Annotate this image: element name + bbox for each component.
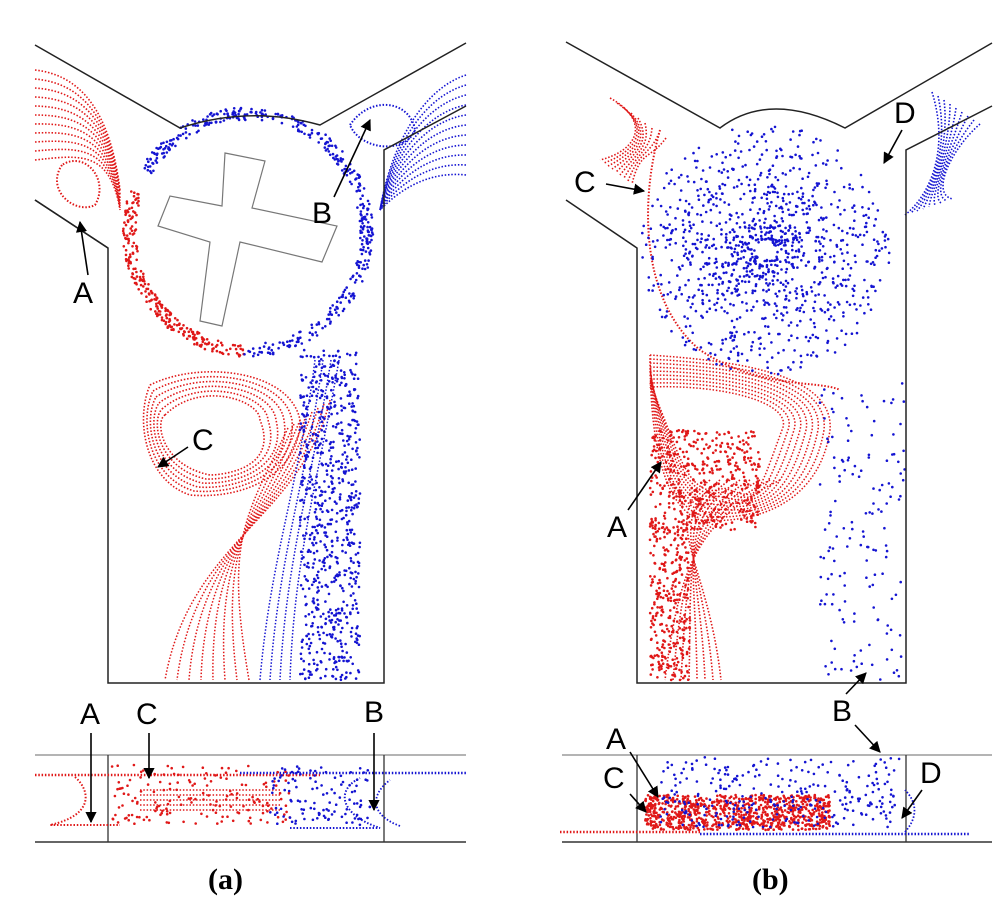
- panel-b: A B C D A C D (b): [560, 41, 993, 896]
- chamber-wall-b: [565, 41, 993, 684]
- blue-particles-b: [641, 91, 981, 681]
- stirrer-cross: [157, 152, 338, 327]
- label-c-main: C: [192, 424, 214, 457]
- side-particles-b: [560, 756, 970, 836]
- label-c-main-b: C: [574, 166, 596, 199]
- caption-a: (a): [208, 863, 243, 896]
- side-view-b: [560, 754, 992, 843]
- label-d-main-b: D: [894, 97, 916, 130]
- panel-a: A B C A C B (a): [34, 42, 467, 896]
- blue-particles-a: [143, 74, 467, 682]
- label-c-bottom: C: [136, 698, 158, 731]
- label-b-main-b: B: [832, 695, 852, 728]
- red-particles-a: [34, 69, 331, 681]
- side-view-a: [35, 754, 466, 843]
- label-d-bottom-b: D: [920, 757, 942, 790]
- side-particles-a: [35, 763, 466, 829]
- label-a-main: A: [73, 277, 93, 310]
- label-b-main: B: [312, 197, 332, 230]
- chamber-wall-a: [34, 42, 467, 684]
- label-c-bottom-b: C: [603, 762, 625, 795]
- label-a-bottom-b: A: [606, 723, 626, 756]
- caption-b: (b): [752, 863, 789, 896]
- inlet-left-wall: [34, 199, 109, 249]
- label-a-bottom: A: [80, 698, 100, 731]
- label-a-main-b: A: [607, 511, 627, 544]
- label-b-bottom: B: [364, 696, 384, 729]
